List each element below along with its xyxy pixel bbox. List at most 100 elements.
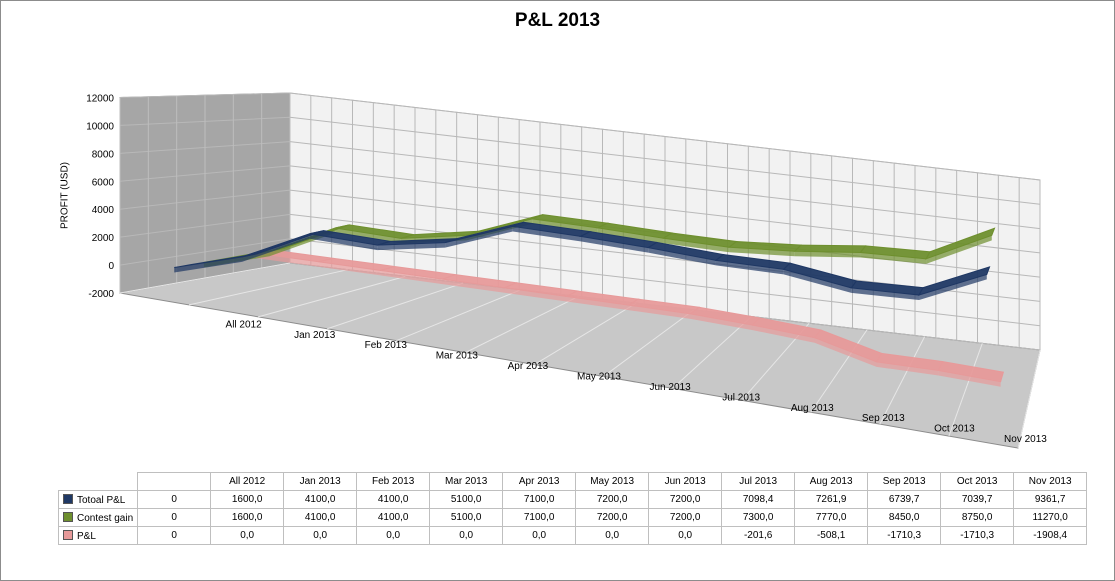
x-tick-label: All 2012 [226, 319, 263, 330]
x-tick-label: Sep 2013 [862, 413, 905, 424]
series-edge-total [919, 274, 987, 301]
data-table-column-header: Apr 2013 [502, 472, 577, 491]
legend-label: Totoal P&L [77, 494, 126, 506]
data-table: All 2012 Jan 2013 Feb 2013 Mar 2013 Apr 2013… [57, 472, 1088, 545]
data-table-cell: 0 [137, 526, 212, 545]
data-table-corner [59, 473, 138, 491]
data-table-column-header: All 2012 [210, 472, 285, 491]
data-table-cell: 0,0 [648, 526, 723, 545]
data-table-cell: 0 [137, 508, 212, 527]
series-edge-total [648, 247, 716, 266]
data-table-column-header: Jan 2013 [283, 472, 358, 491]
series-edge-contest [335, 228, 401, 244]
series-edge-pl [690, 313, 753, 331]
series-edge-contest [926, 235, 992, 264]
data-table-column-header: Nov 2013 [1013, 472, 1088, 491]
data-table-cell: 7300,0 [721, 508, 796, 527]
data-table-cell: 7200,0 [575, 508, 650, 527]
gridline-floor [603, 309, 695, 377]
data-table-cell: 0,0 [356, 526, 431, 545]
series-segment-contest [925, 227, 996, 260]
series-edge-total [783, 269, 852, 293]
data-table-cell: 7200,0 [648, 508, 723, 527]
series-edge-pl [318, 261, 381, 276]
data-table-cell: 7100,0 [502, 490, 577, 509]
x-tick-label: Nov 2013 [1004, 434, 1047, 445]
data-table-cell: 1600,0 [210, 490, 285, 509]
data-table-column-header: Jun 2013 [648, 472, 723, 491]
gridline-floor [465, 296, 579, 354]
series-edge-total [445, 226, 513, 248]
series-edge-pl [814, 337, 877, 367]
legend-label: Contest gain [77, 512, 134, 524]
data-table-cell: 7200,0 [575, 490, 650, 509]
x-tick-label: Jun 2013 [649, 382, 691, 393]
series-edge-pl [938, 370, 1001, 387]
legend-key-icon [63, 493, 73, 504]
data-table-cell: 4100,0 [283, 508, 358, 527]
gridline-floor [534, 302, 637, 365]
y-tick-label: 4000 [92, 205, 115, 216]
series-edge-contest [597, 227, 664, 244]
gridline-floor [188, 269, 348, 306]
data-table-column-header: Feb 2013 [356, 472, 431, 491]
x-tick-label: Jul 2013 [722, 392, 760, 403]
gridline-floor [672, 316, 752, 389]
chart-plot: 12000 10000 8000 6000 4000 2000 0 -2000 All 2012… [86, 92, 1047, 449]
y-tick-label: 10000 [86, 121, 114, 132]
data-table-cell: 4100,0 [356, 508, 431, 527]
y-tick-label: 0 [108, 261, 114, 272]
legend-key-icon [63, 529, 73, 540]
series-edge-total [241, 233, 310, 262]
data-table-cell: 7770,0 [794, 508, 869, 527]
data-table-column-header: Sep 2013 [867, 472, 942, 491]
data-table-cell: 8450,0 [867, 508, 942, 527]
data-table-cell: 9361,7 [1013, 490, 1088, 509]
series-edge-contest [860, 252, 927, 264]
data-table-cell: 8750,0 [940, 508, 1015, 527]
series-edge-contest [532, 218, 598, 233]
series-edge-total [377, 242, 446, 251]
gridline-floor [327, 282, 464, 330]
data-table-column-header: Mar 2013 [429, 472, 504, 491]
series-edge-pl [380, 270, 443, 285]
x-tick-label: Feb 2013 [365, 340, 408, 351]
data-table-column-header: Oct 2013 [940, 472, 1015, 491]
data-table-cell: 4100,0 [356, 490, 431, 509]
data-table-cell: 7261,9 [794, 490, 869, 509]
legend-key-icon [63, 511, 73, 522]
data-table-cell: 5100,0 [429, 508, 504, 527]
data-table-column-header: May 2013 [575, 472, 650, 491]
x-tick-label: May 2013 [577, 372, 621, 383]
gridline-floor [119, 262, 291, 294]
series-edge-pl [504, 287, 567, 302]
series-edge-pl [256, 253, 319, 267]
series-edge-pl [442, 279, 505, 293]
data-table-cell: -1908,4 [1013, 526, 1088, 545]
data-table-column-header: Aug 2013 [794, 472, 869, 491]
series-edge-pl [876, 361, 939, 376]
series-edge-contest [794, 251, 861, 258]
series-edge-pl [628, 305, 691, 319]
gridline-floor [879, 336, 926, 425]
data-table-row: Totoal P&L 0 1600,0 4100,0 4100,0 5100,0 7100,… [57, 490, 1088, 509]
gridline-floor [258, 275, 406, 318]
data-table-cell: 11270,0 [1013, 508, 1088, 527]
data-table-cell: 4100,0 [283, 490, 358, 509]
series-edge-total [309, 233, 378, 251]
data-table-cell: 0,0 [283, 526, 358, 545]
y-tick-label: 8000 [92, 149, 115, 160]
data-table-cell: 7100,0 [502, 508, 577, 527]
series-segment-pl [937, 360, 1005, 383]
data-table-cell: -1710,3 [867, 526, 942, 545]
x-tick-label: Oct 2013 [934, 424, 975, 435]
series-edge-total [174, 256, 242, 273]
series-edge-total [580, 236, 649, 253]
y-tick-label: -2000 [88, 289, 114, 300]
data-table-cell: 0 [137, 490, 212, 509]
legend-entry: Contest gain [57, 508, 139, 527]
data-table-column-header [137, 472, 212, 491]
series-edge-pl [566, 296, 629, 311]
data-table-cell: -508,1 [794, 526, 869, 545]
x-tick-label: Apr 2013 [508, 361, 549, 372]
